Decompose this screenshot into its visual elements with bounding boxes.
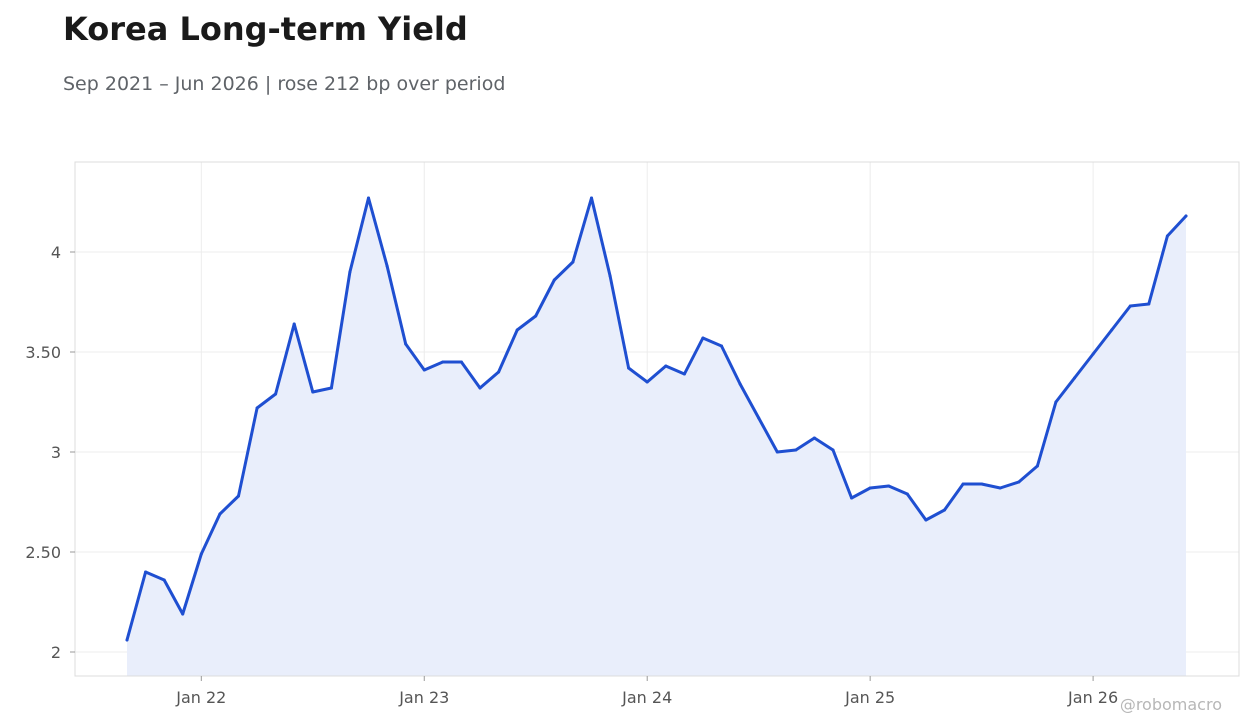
data-point [571,260,575,264]
data-point [905,492,909,496]
data-point [199,552,203,556]
x-axis: Jan 22 Jan 23 Jan 24 Jan 25 Jan 26 [175,676,1118,707]
data-point [162,578,166,582]
data-point [831,448,835,452]
data-point [385,264,389,268]
data-point [1073,376,1076,380]
y-tick-label: 2.50 [25,543,61,562]
data-point [311,390,315,394]
data-point [775,450,779,454]
data-point [608,274,612,278]
data-point [441,360,445,364]
x-tick-label: Jan 23 [398,688,449,707]
chart-title: Korea Long-term Yield [63,10,468,48]
data-point [682,372,686,376]
data-point [125,638,129,642]
data-point [292,322,296,326]
yield-series-line [125,196,1188,642]
data-point [534,314,538,318]
data-point [422,368,426,372]
data-point [255,406,259,410]
data-point [218,512,222,516]
data-point [980,482,984,486]
data-point [645,380,649,384]
x-tick-label: Jan 26 [1067,688,1118,707]
data-point [794,448,798,452]
data-point [998,486,1002,490]
data-point [738,382,742,386]
data-point [404,342,408,346]
data-point [961,482,965,486]
data-point [348,270,352,274]
data-point [274,392,278,396]
data-point [812,436,816,440]
data-point [497,370,501,374]
x-tick-label: Jan 22 [175,688,226,707]
data-point [924,518,928,522]
watermark: @robomacro [1119,695,1222,714]
data-point [1147,302,1151,306]
data-point [1035,464,1039,468]
data-point [1165,234,1169,238]
data-point [757,416,761,420]
y-tick-label: 2 [51,643,61,662]
yield-area-fill [127,198,1186,676]
data-points [125,196,1188,642]
data-point [664,364,668,368]
data-point [552,278,556,282]
data-point [181,612,185,616]
data-point [144,570,148,574]
data-point [943,508,946,512]
data-point [590,196,593,200]
data-point [1091,352,1095,356]
data-point [367,196,370,200]
data-point [627,366,631,370]
data-point [701,336,705,340]
data-point [1054,400,1058,404]
y-axis: 2 2.50 3 3.50 4 [25,243,75,662]
data-point [1184,214,1188,218]
data-point [1110,328,1114,332]
data-point [1017,480,1021,484]
data-point [850,496,854,500]
x-tick-label: Jan 25 [844,688,895,707]
data-point [329,386,333,390]
chart-subtitle: Sep 2021 – Jun 2026 | rose 212 bp over p… [63,73,506,95]
y-tick-label: 3 [51,443,61,462]
data-point [237,494,240,498]
x-tick-label: Jan 24 [621,688,672,707]
data-point [720,344,723,348]
data-point [515,328,519,332]
y-tick-label: 4 [51,243,61,262]
data-point [868,486,872,490]
y-tick-label: 3.50 [25,343,61,362]
plot-frame [74,161,1240,677]
data-point [478,386,482,390]
data-point [1128,304,1132,308]
data-point [887,484,891,488]
data-point [459,360,463,364]
